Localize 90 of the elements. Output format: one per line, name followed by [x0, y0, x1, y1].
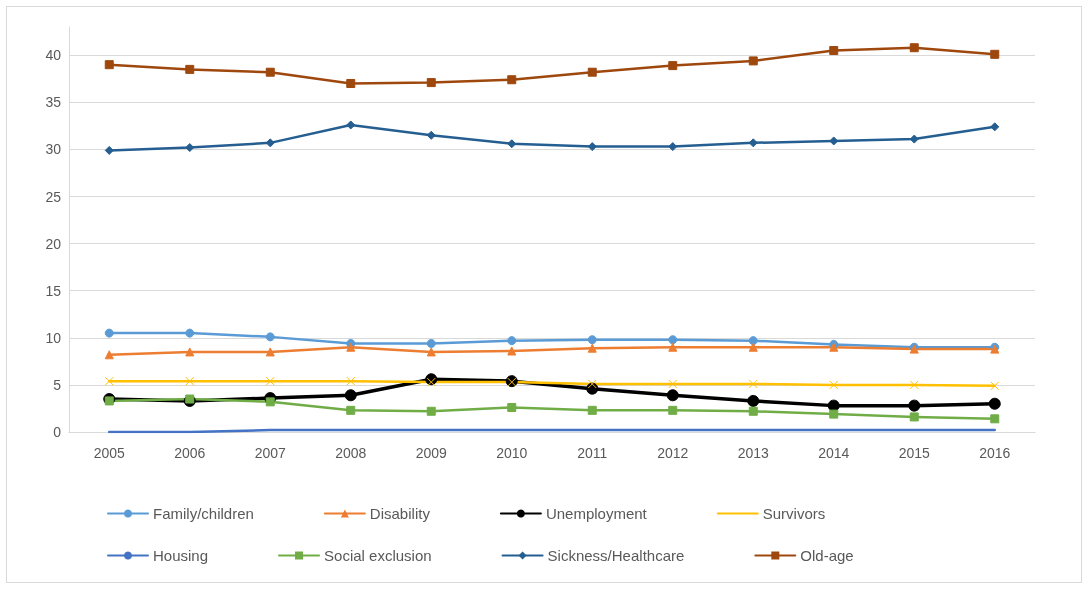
y-tick-label: 35: [45, 94, 62, 111]
x-tick-label: 2009: [415, 445, 448, 461]
point: [265, 347, 275, 357]
x-tick-label: 2012: [657, 445, 689, 461]
point: [748, 56, 758, 66]
point: [346, 405, 356, 415]
legend-label: Survivors: [762, 505, 826, 522]
y-tick-label: 0: [53, 424, 62, 440]
point: [185, 376, 195, 386]
legend-label: Social exclusion: [324, 547, 432, 564]
point: [426, 130, 436, 140]
legend-label: Disability: [369, 505, 431, 522]
point: [668, 61, 678, 71]
x-tick-label: 2010: [496, 445, 528, 461]
point: [346, 376, 356, 386]
point: [990, 381, 1000, 391]
point: [104, 350, 114, 360]
point: [426, 338, 436, 348]
point: [265, 397, 275, 407]
x-tick-label: 2016: [979, 445, 1011, 461]
legend-label: Family/children: [153, 505, 254, 522]
point: [346, 79, 356, 89]
point: [346, 342, 356, 352]
point: [507, 346, 517, 356]
y-tick-label: 30: [45, 141, 62, 158]
point: [507, 75, 517, 85]
point: [829, 46, 839, 56]
point: [185, 143, 195, 153]
point: [587, 335, 597, 345]
point: [829, 380, 839, 390]
x-tick-label: 2006: [174, 445, 206, 461]
point: [587, 67, 597, 77]
point: [748, 406, 758, 416]
point: [587, 405, 597, 415]
point: [587, 343, 597, 353]
point: [104, 145, 114, 155]
point: [668, 405, 678, 415]
legend-label: Unemployment: [545, 505, 648, 522]
point: [587, 379, 597, 389]
point: [265, 67, 275, 77]
point: [426, 347, 436, 357]
point: [185, 328, 195, 338]
point: [909, 43, 919, 53]
x-tick-label: 2014: [818, 445, 850, 461]
y-tick-label: 15: [45, 282, 62, 299]
point: [668, 335, 678, 345]
legend-label: Sickness/Healthcare: [547, 547, 685, 564]
legend-label: Housing: [153, 547, 209, 564]
y-tick-label: 5: [53, 376, 62, 393]
point: [104, 328, 114, 338]
point: [587, 142, 597, 152]
point: [346, 120, 356, 130]
point: [748, 379, 758, 389]
point: [747, 394, 760, 407]
point: [990, 414, 1000, 424]
y-tick-label: 20: [45, 235, 62, 252]
point: [426, 78, 436, 88]
point: [990, 49, 1000, 59]
point: [908, 399, 921, 412]
point: [748, 342, 758, 352]
x-tick-label: 2011: [577, 445, 608, 461]
point: [668, 342, 678, 352]
point: [988, 397, 1001, 410]
y-tick-label: 25: [45, 188, 62, 205]
legend-label: Old-age: [800, 547, 854, 564]
x-tick-label: 2008: [335, 445, 367, 461]
point: [265, 376, 275, 386]
point: [104, 376, 114, 386]
point: [265, 332, 275, 342]
point: [185, 64, 195, 74]
x-tick-label: 2015: [898, 445, 931, 461]
x-tick-label: 2005: [93, 445, 126, 461]
point: [909, 380, 919, 390]
point: [185, 347, 195, 357]
y-tick-label: 40: [45, 47, 62, 64]
x-tick-label: 2007: [254, 445, 287, 461]
point: [829, 409, 839, 419]
point: [909, 412, 919, 422]
x-tick-label: 2013: [737, 445, 770, 461]
point: [668, 379, 678, 389]
point: [426, 406, 436, 416]
point: [990, 122, 1000, 132]
point: [507, 403, 517, 413]
point: [507, 336, 517, 346]
point: [666, 389, 679, 402]
point: [344, 389, 357, 402]
point: [426, 377, 436, 387]
y-tick-label: 10: [45, 329, 62, 346]
point: [668, 142, 678, 152]
point: [104, 60, 114, 70]
